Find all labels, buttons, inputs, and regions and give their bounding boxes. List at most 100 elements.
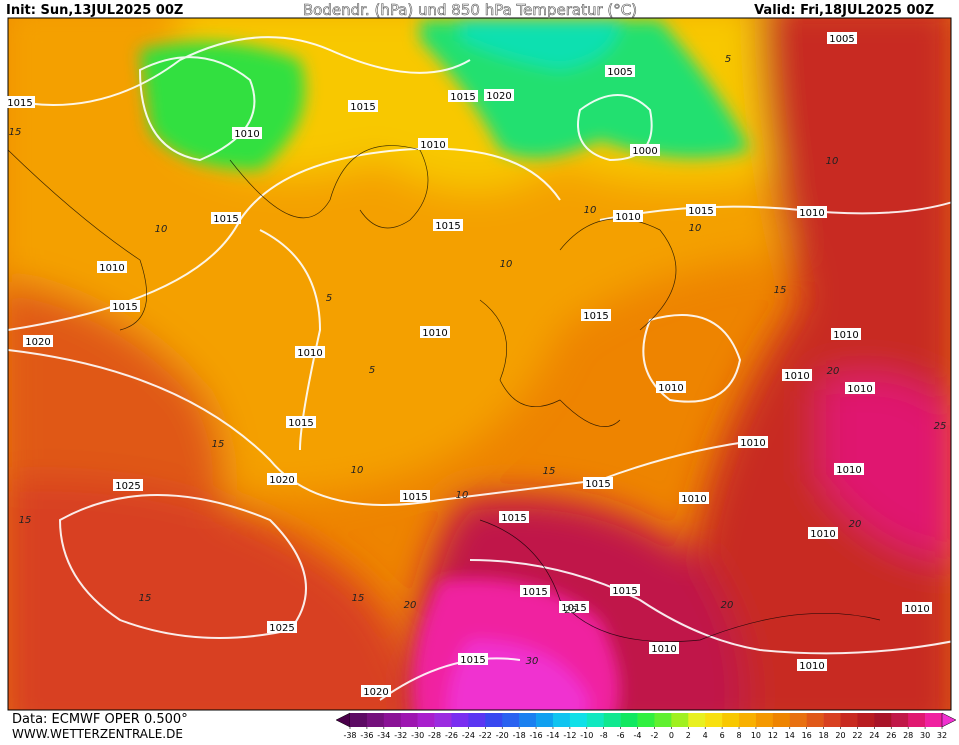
colorbar-segment <box>705 713 723 727</box>
colorbar-segment <box>840 713 858 727</box>
map-title: Bodendr. (hPa) und 850 hPa Temperatur (°… <box>303 1 637 19</box>
colorbar-tick-label: -38 <box>343 731 356 740</box>
isobar-label-box <box>902 602 932 614</box>
colorbar-tick-label: -4 <box>634 731 642 740</box>
isobar-label-box <box>286 416 316 428</box>
colorbar-tick-label: -20 <box>496 731 509 740</box>
isobar-label: 1025 <box>269 623 294 634</box>
isobar-label: 1020 <box>25 337 50 348</box>
isobar-label-box <box>211 212 241 224</box>
colorbar-segment <box>671 713 689 727</box>
isobar-label-box <box>232 127 262 139</box>
colorbar-segment <box>485 713 503 727</box>
isotherm-label: 10 <box>689 223 702 234</box>
isobar-label: 1010 <box>740 438 765 449</box>
isotherm-label: 20 <box>827 366 840 377</box>
colorbar-segment <box>366 713 385 727</box>
colorbar-tick-label: -2 <box>650 731 658 740</box>
colorbar-tick-label: -22 <box>479 731 492 740</box>
isobar-label: 1025 <box>115 481 140 492</box>
isobar-label: 1010 <box>651 644 676 655</box>
isobar-label-box <box>458 653 488 665</box>
colorbar-segment <box>350 713 368 727</box>
isobar-label: 1015 <box>213 214 238 225</box>
colorbar-segment <box>772 713 791 727</box>
isobar-label-box <box>23 335 53 347</box>
colorbar-tick-label: 4 <box>703 731 708 740</box>
isotherm-label: 5 <box>369 365 375 376</box>
isobar-label: 1015 <box>435 221 460 232</box>
isobar-label-box <box>97 261 127 273</box>
isobar-label: 1020 <box>486 91 511 102</box>
isobar-label: 1015 <box>7 98 32 109</box>
isobar-label-box <box>797 206 827 218</box>
isotherm-label: 15 <box>139 593 152 604</box>
colorbar-tick-label: -6 <box>617 731 625 740</box>
isotherm-label: 10 <box>826 156 839 167</box>
isobar-label-box <box>738 436 768 448</box>
colorbar-tick-label: 28 <box>903 731 913 740</box>
isobar-label: 1015 <box>501 513 526 524</box>
colorbar-tick-label: 32 <box>937 731 947 740</box>
colorbar-arrow-right <box>941 712 957 728</box>
colorbar-segment <box>654 713 672 727</box>
isobar-label-box <box>418 138 448 150</box>
isobar-label: 1015 <box>402 492 427 503</box>
isobar-label-box <box>400 490 430 502</box>
isotherm-label: 15 <box>774 285 787 296</box>
isobar-label: 1015 <box>450 92 475 103</box>
colorbar-segment <box>586 713 605 727</box>
colorbar-segment <box>908 713 926 727</box>
isobar-label-box <box>448 90 478 102</box>
website: WWW.WETTERZENTRALE.DE <box>12 727 183 741</box>
isobar-label: 1010 <box>847 384 872 395</box>
isobar-label-box <box>113 479 143 491</box>
isotherm-label: 15 <box>543 466 556 477</box>
colorbar-tick-label: 30 <box>920 731 930 740</box>
isobar-label: 1010 <box>799 661 824 672</box>
colorbar-segment <box>874 713 892 727</box>
isotherm-label: 20 <box>849 519 862 530</box>
isobar-label: 1010 <box>681 494 706 505</box>
isobar-label-box <box>267 473 297 485</box>
colorbar-segment <box>857 713 875 727</box>
colorbar-segment <box>722 713 740 727</box>
colorbar-segment <box>620 713 638 727</box>
colorbar-segment <box>417 713 435 727</box>
isobar-label-box <box>605 65 635 77</box>
isobar-label: 1010 <box>297 348 322 359</box>
isobar-label: 1010 <box>784 371 809 382</box>
isobar-label: 1010 <box>615 212 640 223</box>
isobar-label-box <box>834 463 864 475</box>
colorbar-tick-label: -30 <box>411 731 424 740</box>
isobar-label: 1010 <box>810 529 835 540</box>
colorbar-segment <box>637 713 655 727</box>
colorbar-tick-label: 2 <box>686 731 691 740</box>
isobar-label-box <box>610 584 640 596</box>
isobar-label: 1020 <box>363 687 388 698</box>
isotherm-label: 30 <box>526 656 539 667</box>
isobar-label-box <box>520 585 550 597</box>
isotherm-label: 5 <box>725 54 731 65</box>
colorbar-segment <box>925 713 943 727</box>
isobar-label-box <box>267 621 297 633</box>
isobar-label-box <box>433 219 463 231</box>
isobar-label-box <box>656 381 686 393</box>
isobar-label: 1010 <box>799 208 824 219</box>
isobar-label: 1015 <box>585 479 610 490</box>
isotherm-label: 20 <box>721 600 734 611</box>
colorbar-segment <box>823 713 841 727</box>
colorbar-tick-label: -14 <box>546 731 559 740</box>
colorbar-tick-label: -8 <box>600 731 608 740</box>
colorbar-tick-label: -10 <box>580 731 593 740</box>
isobar-label: 1015 <box>522 587 547 598</box>
isobar-label-box <box>110 300 140 312</box>
colorbar-tick-label: -28 <box>428 731 441 740</box>
colorbar-segment <box>400 713 418 727</box>
data-source: Data: ECMWF OPER 0.500° <box>12 712 188 727</box>
isobar-label-box <box>559 601 589 613</box>
colorbar-segment <box>451 713 469 727</box>
isobar-label: 1010 <box>420 140 445 151</box>
isobar-label: 1000 <box>632 146 657 157</box>
isobar-label-box <box>420 326 450 338</box>
